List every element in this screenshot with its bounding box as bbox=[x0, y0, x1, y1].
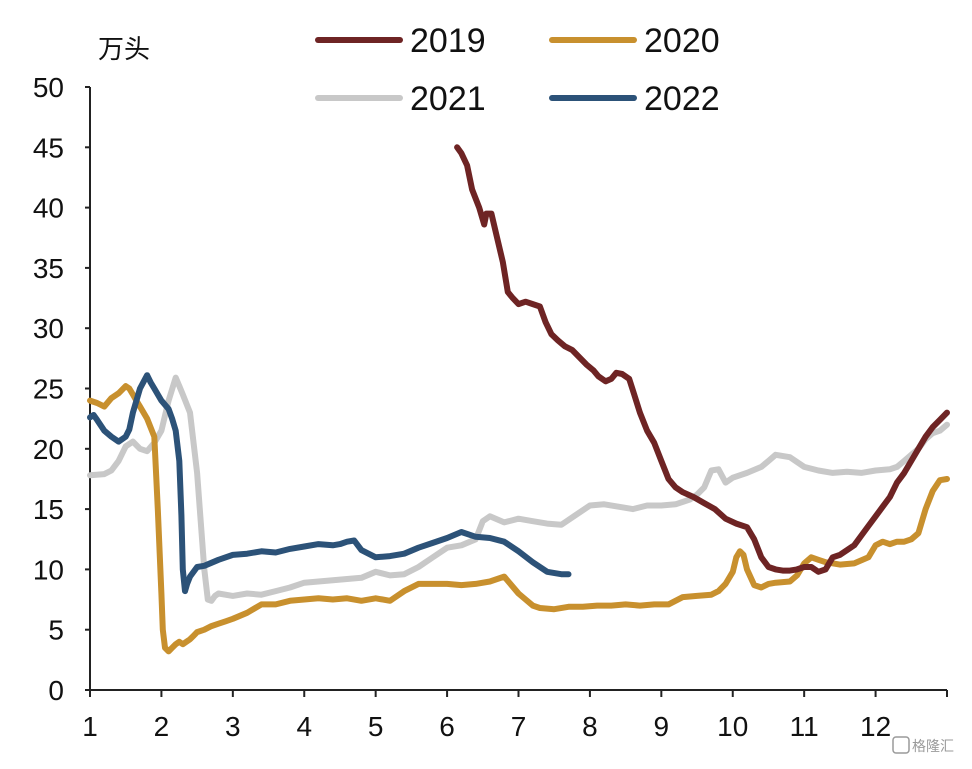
y-axis-ticks: 0 5 10 15 20 25 30 35 40 45 50 bbox=[33, 72, 90, 706]
x-tick-label: 11 bbox=[790, 711, 819, 742]
y-tick-label: 30 bbox=[33, 313, 64, 344]
x-tick-label: 9 bbox=[654, 711, 670, 742]
x-axis-ticks: 1 2 3 4 5 6 7 8 9 10 11 12 bbox=[82, 690, 948, 742]
axes bbox=[89, 87, 947, 691]
y-tick-label: 40 bbox=[33, 193, 64, 224]
legend-label-2019: 2019 bbox=[410, 22, 486, 60]
series-lines bbox=[87, 144, 950, 655]
y-tick-label: 35 bbox=[33, 253, 64, 284]
watermark-logo-icon bbox=[892, 736, 910, 754]
x-tick-label: 5 bbox=[368, 711, 384, 742]
y-tick-label: 10 bbox=[33, 554, 64, 585]
watermark: 格隆汇 bbox=[892, 736, 954, 755]
y-tick-label: 20 bbox=[33, 434, 64, 465]
x-tick-label: 7 bbox=[511, 711, 527, 742]
x-tick-label: 6 bbox=[439, 711, 455, 742]
x-tick-label: 2 bbox=[154, 711, 170, 742]
legend-label-2022: 2022 bbox=[644, 80, 720, 118]
y-axis-unit-label: 万头 bbox=[98, 35, 150, 65]
y-tick-label: 0 bbox=[48, 675, 64, 706]
x-tick-label: 10 bbox=[717, 711, 748, 742]
watermark-text: 格隆汇 bbox=[912, 739, 954, 755]
x-tick-label: 3 bbox=[225, 711, 241, 742]
series-line-2021 bbox=[87, 374, 950, 604]
series-line-2019 bbox=[454, 144, 950, 575]
legend-label-2020: 2020 bbox=[644, 22, 720, 60]
y-tick-label: 25 bbox=[33, 374, 64, 405]
series-line-2022 bbox=[87, 372, 572, 595]
y-tick-label: 50 bbox=[33, 72, 64, 103]
series-line-2020 bbox=[87, 383, 950, 655]
y-tick-label: 45 bbox=[33, 132, 64, 163]
y-tick-label: 15 bbox=[33, 494, 64, 525]
x-tick-label: 4 bbox=[296, 711, 312, 742]
legend: 2019 2020 2021 2022 bbox=[315, 22, 720, 118]
x-tick-label: 12 bbox=[860, 711, 891, 742]
y-tick-label: 5 bbox=[48, 615, 64, 646]
x-tick-label: 8 bbox=[582, 711, 598, 742]
legend-label-2021: 2021 bbox=[410, 80, 486, 118]
x-tick-label: 1 bbox=[82, 711, 98, 742]
